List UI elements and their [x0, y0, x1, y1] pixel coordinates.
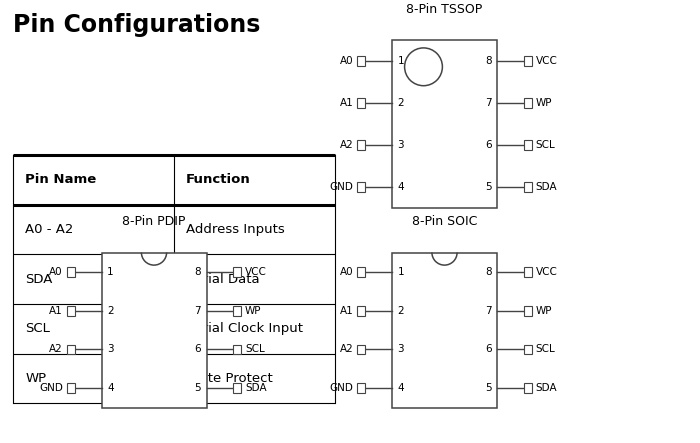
Text: Serial Clock Input: Serial Clock Input — [186, 322, 303, 335]
Text: 4: 4 — [107, 383, 113, 393]
Text: 3: 3 — [398, 140, 404, 150]
Bar — [357, 98, 365, 108]
Text: 8-Pin SOIC: 8-Pin SOIC — [412, 215, 477, 228]
Text: SCL: SCL — [536, 344, 555, 354]
Bar — [357, 383, 365, 393]
Text: 5: 5 — [195, 383, 201, 393]
Text: A0: A0 — [340, 267, 354, 277]
Text: 7: 7 — [195, 306, 201, 316]
Bar — [392, 40, 497, 208]
Text: WP: WP — [536, 98, 552, 108]
Bar — [524, 306, 532, 315]
Bar — [524, 345, 532, 354]
Text: Address Inputs: Address Inputs — [186, 223, 285, 236]
Text: Function: Function — [186, 173, 251, 187]
Bar — [233, 345, 242, 354]
Bar — [357, 183, 365, 192]
Bar — [66, 345, 75, 354]
Text: 6: 6 — [485, 344, 491, 354]
Text: 2: 2 — [107, 306, 113, 316]
Text: A2: A2 — [340, 344, 354, 354]
Bar — [102, 253, 206, 408]
Text: 1: 1 — [398, 56, 404, 66]
Bar — [233, 267, 242, 277]
Text: 4: 4 — [398, 182, 404, 192]
Text: VCC: VCC — [536, 267, 557, 277]
Bar — [524, 383, 532, 393]
Bar — [233, 306, 242, 315]
Bar — [357, 267, 365, 277]
Text: 8-Pin TSSOP: 8-Pin TSSOP — [407, 3, 482, 16]
Bar — [524, 267, 532, 277]
Text: Write Protect: Write Protect — [186, 372, 273, 385]
Text: A0: A0 — [50, 267, 63, 277]
Text: WP: WP — [536, 306, 552, 316]
Text: GND: GND — [39, 383, 63, 393]
Text: 1: 1 — [107, 267, 113, 277]
Text: 2: 2 — [398, 98, 404, 108]
Text: VCC: VCC — [245, 267, 267, 277]
Text: A2: A2 — [49, 344, 63, 354]
Bar — [524, 56, 532, 66]
Text: Pin Configurations: Pin Configurations — [13, 13, 260, 37]
Text: 6: 6 — [485, 140, 491, 150]
Text: 3: 3 — [398, 344, 404, 354]
Text: 5: 5 — [485, 383, 491, 393]
Text: A1: A1 — [340, 306, 354, 316]
Text: A0 - A2: A0 - A2 — [25, 223, 74, 236]
Bar — [357, 306, 365, 315]
Text: VCC: VCC — [536, 56, 557, 66]
Text: A1: A1 — [340, 98, 354, 108]
Bar — [66, 267, 75, 277]
Bar — [357, 345, 365, 354]
Text: A1: A1 — [49, 306, 63, 316]
Bar — [357, 56, 365, 66]
Text: SCL: SCL — [536, 140, 555, 150]
Bar — [357, 140, 365, 150]
Text: Pin Name: Pin Name — [25, 173, 97, 187]
Text: SDA: SDA — [245, 383, 267, 393]
Text: 8: 8 — [485, 267, 491, 277]
Bar — [524, 140, 532, 150]
Bar — [66, 306, 75, 315]
Text: SDA: SDA — [25, 272, 52, 286]
Text: 6: 6 — [195, 344, 201, 354]
Text: A2: A2 — [340, 140, 354, 150]
Text: 3: 3 — [107, 344, 113, 354]
Text: Serial Data: Serial Data — [186, 272, 260, 286]
Text: 8-Pin PDIP: 8-Pin PDIP — [122, 215, 186, 228]
Text: 1: 1 — [398, 267, 404, 277]
Text: 4: 4 — [398, 383, 404, 393]
Text: GND: GND — [330, 383, 354, 393]
Text: WP: WP — [25, 372, 46, 385]
Text: WP: WP — [245, 306, 262, 316]
Text: 8: 8 — [195, 267, 201, 277]
Bar — [524, 98, 532, 108]
Bar — [524, 183, 532, 192]
Text: SCL: SCL — [25, 322, 50, 335]
Text: GND: GND — [330, 182, 354, 192]
Text: SCL: SCL — [245, 344, 265, 354]
Text: 8: 8 — [485, 56, 491, 66]
Bar — [66, 383, 75, 393]
Text: A0: A0 — [340, 56, 354, 66]
Text: 2: 2 — [398, 306, 404, 316]
Text: SDA: SDA — [536, 383, 557, 393]
Bar — [392, 253, 497, 408]
Text: 5: 5 — [485, 182, 491, 192]
Text: SDA: SDA — [536, 182, 557, 192]
Bar — [233, 383, 242, 393]
Text: 7: 7 — [485, 306, 491, 316]
Text: 7: 7 — [485, 98, 491, 108]
